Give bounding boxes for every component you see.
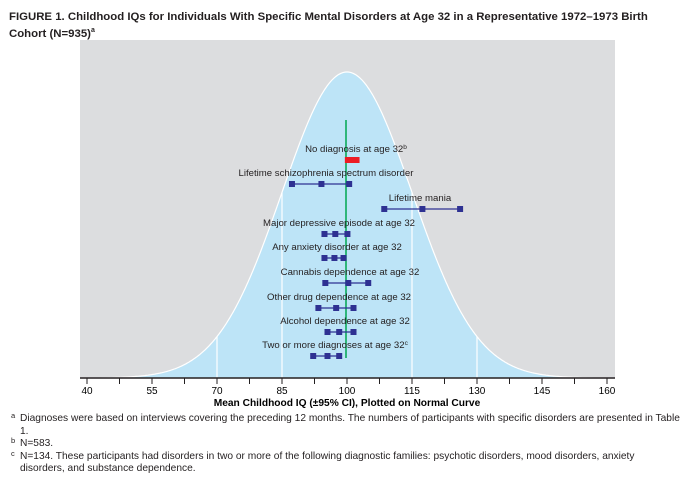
x-tick-label: 55	[146, 386, 158, 397]
x-tick-label: 115	[404, 386, 420, 397]
series-label-text: Any anxiety disorder at age 32	[272, 242, 402, 253]
x-tick-label: 145	[534, 386, 551, 397]
x-axis-label: Mean Childhood IQ (±95% CI), Plotted on …	[214, 398, 481, 409]
series-row: Lifetime mania	[381, 193, 464, 212]
series-row: No diagnosis at age 32b	[305, 144, 407, 163]
ci-upper-marker	[340, 255, 347, 261]
title-footnote-mark: a	[90, 27, 95, 34]
x-tick-label: 70	[211, 386, 223, 397]
ci-upper-marker	[350, 329, 357, 335]
ci-upper-marker	[336, 353, 343, 359]
ci-lower-marker	[381, 206, 388, 212]
series-label-text: Major depressive episode at age 32	[263, 218, 415, 229]
series-label-text: Cannabis dependence at age 32	[281, 267, 420, 278]
series-footnote-mark: c	[405, 340, 409, 347]
series-label-text: No diagnosis at age 32	[305, 144, 403, 155]
series-row: Cannabis dependence at age 32	[281, 267, 420, 286]
series-label-text: Other drug dependence at age 32	[267, 292, 411, 303]
ci-lower-marker	[322, 280, 329, 286]
footnote-text: N=134. These participants had disorders …	[20, 450, 635, 475]
series-row: Other drug dependence at age 32	[267, 292, 411, 311]
series-label: Any anxiety disorder at age 32	[272, 242, 402, 253]
series-label: No diagnosis at age 32b	[305, 144, 407, 155]
series-row: Any anxiety disorder at age 32	[272, 242, 402, 261]
footnote-c: c N=134. These participants had disorders…	[9, 448, 681, 476]
mean-marker	[333, 305, 340, 311]
series-row: Alcohol dependence at age 32	[280, 316, 410, 335]
series-label-text: Alcohol dependence at age 32	[280, 316, 410, 327]
ci-lower-marker	[315, 305, 322, 311]
ci-upper-marker	[346, 181, 353, 187]
footnote-text: Diagnoses were based on interviews cover…	[20, 413, 680, 437]
x-tick-label: 130	[469, 386, 486, 397]
series-label: Two or more diagnoses at age 32c	[262, 340, 408, 351]
mean-marker	[331, 255, 338, 261]
mean-marker	[318, 181, 325, 187]
chart: 40 55 70 85 100 115 130 145 160 Mean Childhood IQ…	[79, 40, 616, 409]
footnote-mark: a	[11, 411, 16, 420]
ci-lower-marker	[321, 231, 328, 237]
series-row: Two or more diagnoses at age 32c	[262, 340, 409, 359]
x-tick-label: 100	[339, 386, 356, 397]
series-label: Cannabis dependence at age 32	[281, 267, 420, 278]
ci-lower-marker	[288, 181, 295, 187]
series-label: Lifetime mania	[389, 193, 452, 204]
series-row: Lifetime schizophrenia spectrum disorder	[239, 168, 415, 187]
series-label-text: Two or more diagnoses at age 32	[262, 340, 404, 351]
ci-upper-marker	[353, 157, 360, 163]
footnote-text: N=583.	[20, 438, 54, 449]
x-tick-label: 160	[599, 386, 616, 397]
footnote-mark: b	[11, 436, 16, 445]
mean-marker	[324, 353, 331, 359]
footnote-mark: c	[11, 448, 15, 458]
series-label: Lifetime schizophrenia spectrum disorder	[239, 168, 415, 179]
series-row: Major depressive episode at age 32	[263, 218, 415, 237]
series-label: Alcohol dependence at age 32	[280, 316, 410, 327]
x-tick-label: 40	[81, 386, 93, 397]
mean-marker	[332, 231, 339, 237]
mean-marker	[336, 329, 343, 335]
figure-title: FIGURE 1. Childhood IQs for Individuals …	[9, 10, 679, 41]
ci-lower-marker	[310, 353, 317, 359]
series-label: Major depressive episode at age 32	[263, 218, 415, 229]
ci-lower-marker	[344, 157, 351, 163]
normal-curve	[79, 71, 616, 379]
ci-upper-marker	[365, 280, 372, 286]
footnotes: a Diagnoses were based on interviews cove…	[9, 411, 681, 476]
ci-upper-marker	[344, 231, 351, 237]
figure-title-text: FIGURE 1. Childhood IQs for Individuals …	[9, 11, 648, 40]
series-footnote-mark: b	[403, 144, 407, 151]
ci-lower-marker	[324, 329, 331, 335]
ci-upper-marker	[350, 305, 357, 311]
series-label: Other drug dependence at age 32	[267, 292, 411, 303]
mean-marker	[349, 157, 356, 163]
ci-upper-marker	[457, 206, 464, 212]
x-tick-label: 85	[276, 386, 288, 397]
mean-marker	[419, 206, 426, 212]
ci-lower-marker	[321, 255, 328, 261]
series-label-text: Lifetime schizophrenia spectrum disorder	[239, 168, 415, 179]
series-label-text: Lifetime mania	[389, 193, 452, 204]
mean-marker	[345, 280, 352, 286]
footnote-a: a Diagnoses were based on interviews cove…	[9, 411, 681, 438]
footnote-b: b N=583.	[9, 436, 681, 451]
